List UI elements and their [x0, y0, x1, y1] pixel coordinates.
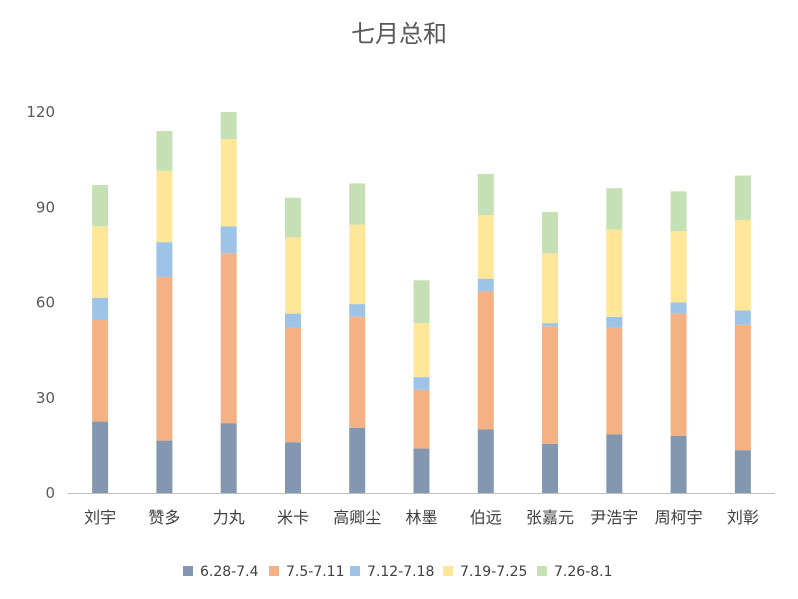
bar-segment [220, 253, 237, 424]
bar-segment [284, 442, 301, 493]
legend-item: 6.28-7.4 [183, 564, 259, 580]
legend-swatch [443, 566, 453, 576]
bar-segment [734, 450, 751, 493]
bar-segment [542, 326, 559, 444]
bar-segment [670, 313, 687, 436]
bar-segment [542, 212, 559, 254]
bar-segment [156, 131, 173, 171]
bar-segment [542, 443, 559, 493]
legend-swatch [183, 566, 193, 576]
x-tick-label: 高卿尘 [333, 508, 381, 527]
bar-segment [349, 183, 366, 225]
bar-segment [349, 427, 366, 493]
x-tick-label: 张嘉元 [526, 508, 574, 527]
bar-segment [92, 319, 109, 422]
bar-segment [734, 175, 751, 220]
bar-segment [606, 188, 623, 230]
bar-segment [413, 323, 430, 378]
x-tick-label: 刘彰 [727, 508, 759, 527]
chart-title: 七月总和 [351, 20, 447, 48]
bar-segment [413, 377, 430, 390]
bar-segment [542, 323, 559, 327]
bar-segment [606, 316, 623, 328]
bar-segment [92, 421, 109, 493]
bar-segment [606, 434, 623, 493]
bar-segment [156, 440, 173, 493]
bar-segment [220, 138, 237, 227]
y-tick-label: 90 [36, 198, 55, 216]
legend-label: 7.26-8.1 [554, 564, 613, 580]
bar-segment [92, 185, 109, 227]
bar-segment [734, 310, 751, 325]
bar-segment [156, 170, 173, 243]
bar-segment [413, 448, 430, 493]
bar-segment [542, 253, 559, 324]
x-tick-label: 尹浩宇 [590, 508, 638, 527]
bar-segment [284, 327, 301, 443]
bar-segment [477, 215, 494, 279]
bar-segment [477, 429, 494, 493]
y-tick-label: 30 [36, 389, 55, 407]
bar-segment [670, 302, 687, 314]
bar-segment [284, 313, 301, 328]
bar-segment [349, 316, 366, 428]
x-tick-label: 力丸 [213, 508, 245, 527]
bar-segment [349, 224, 366, 305]
x-axis-labels: 刘宇 赞多 力丸 米卡 高卿尘 林墨 伯远 张嘉元 尹浩宇 周柯宇 刘彰 [84, 508, 759, 527]
bar-segment [734, 324, 751, 451]
bar-segment [220, 112, 237, 139]
y-tick-label: 120 [26, 103, 55, 121]
legend: 6.28-7.4 7.5-7.11 7.12-7.18 7.19-7.25 7.26-8… [183, 564, 613, 580]
legend-swatch [269, 566, 279, 576]
x-tick-label: 赞多 [148, 508, 180, 527]
legend-label: 7.5-7.11 [286, 564, 345, 580]
bar-segment [92, 226, 109, 298]
bar-segment [413, 280, 430, 324]
legend-item: 7.19-7.25 [443, 564, 527, 580]
bar-segment [156, 242, 173, 278]
legend-label: 7.12-7.18 [367, 564, 434, 580]
x-tick-label: 周柯宇 [655, 508, 703, 527]
bars-group [92, 112, 751, 493]
x-tick-label: 米卡 [277, 508, 309, 527]
x-tick-label: 伯远 [470, 508, 502, 527]
legend-swatch [537, 566, 547, 576]
x-tick-label: 刘宇 [84, 508, 116, 527]
bar-segment [606, 327, 623, 435]
bar-segment [284, 197, 301, 238]
legend-swatch [350, 566, 360, 576]
bar-segment [670, 231, 687, 303]
bar-segment [156, 277, 173, 441]
bar-segment [670, 435, 687, 493]
y-tick-label: 60 [36, 294, 55, 312]
bar-segment [284, 237, 301, 314]
bar-segment [477, 291, 494, 430]
legend-item: 7.26-8.1 [537, 564, 613, 580]
bar-segment [670, 191, 687, 232]
bar-segment [220, 423, 237, 493]
bar-segment [606, 229, 623, 317]
legend-label: 7.19-7.25 [460, 564, 527, 580]
y-axis-ticks: 0 30 60 90 120 [26, 103, 55, 502]
bar-segment [92, 297, 109, 320]
legend-item: 7.12-7.18 [350, 564, 434, 580]
legend-label: 6.28-7.4 [200, 564, 259, 580]
legend-item: 7.5-7.11 [269, 564, 345, 580]
x-tick-label: 林墨 [405, 508, 437, 527]
y-tick-label: 0 [45, 484, 55, 502]
bar-segment [477, 173, 494, 216]
bar-segment [349, 304, 366, 317]
bar-segment [477, 278, 494, 292]
bar-segment [413, 389, 430, 449]
bar-segment [220, 226, 237, 254]
bar-segment [734, 219, 751, 311]
